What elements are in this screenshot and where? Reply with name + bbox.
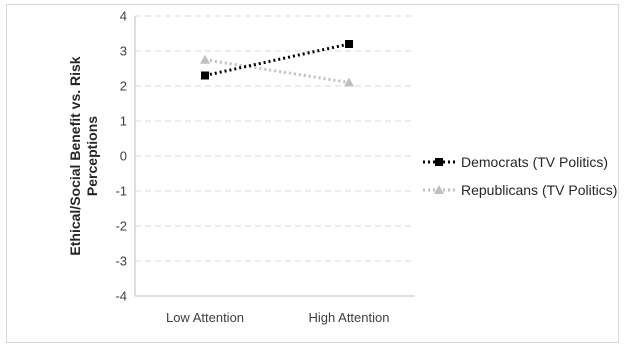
legend: Democrats (TV Politics) Republicans (TV P… — [423, 154, 617, 198]
y-tick-label: -3 — [115, 254, 127, 269]
y-tick-label: 1 — [120, 114, 127, 129]
y-tick-label: 3 — [120, 44, 127, 59]
legend-label: Republicans (TV Politics) — [461, 182, 617, 198]
y-axis-title-line: Ethical/Social Benefit vs. Risk — [67, 56, 83, 255]
y-tick-label: 4 — [120, 9, 127, 24]
legend-marker — [435, 158, 443, 166]
y-axis-label: Ethical/Social Benefit vs. RiskPerceptio… — [67, 56, 100, 255]
y-axis-title-line: Perceptions — [84, 116, 100, 196]
data-point-republicans — [344, 77, 354, 87]
y-tick-label: -4 — [115, 289, 127, 304]
gridlines — [135, 15, 415, 262]
data-point-democrats — [345, 40, 353, 48]
x-tick-labels: Low Attention High Attention — [166, 310, 390, 325]
y-tick-labels: 4 3 2 1 0 -1 -2 -3 -4 — [115, 9, 127, 304]
data-point-democrats — [201, 71, 209, 80]
chart-frame — [6, 4, 619, 343]
data-point-republicans — [200, 54, 210, 64]
y-tick-label: 0 — [120, 149, 127, 164]
axes — [134, 16, 415, 297]
y-tick-label: 2 — [120, 79, 127, 94]
series-line-democrats — [204, 42, 350, 77]
y-tick-label: -2 — [115, 219, 127, 234]
y-tick-label: -1 — [115, 184, 127, 199]
y-axis-title: Ethical/Social Benefit vs. RiskPerceptio… — [67, 56, 100, 255]
x-tick-label: Low Attention — [166, 310, 244, 325]
legend-marker — [434, 185, 444, 194]
series-line-republicans — [204, 58, 350, 84]
legend-label: Democrats (TV Politics) — [461, 154, 608, 170]
series-group — [200, 40, 354, 87]
x-tick-label: High Attention — [309, 310, 390, 325]
